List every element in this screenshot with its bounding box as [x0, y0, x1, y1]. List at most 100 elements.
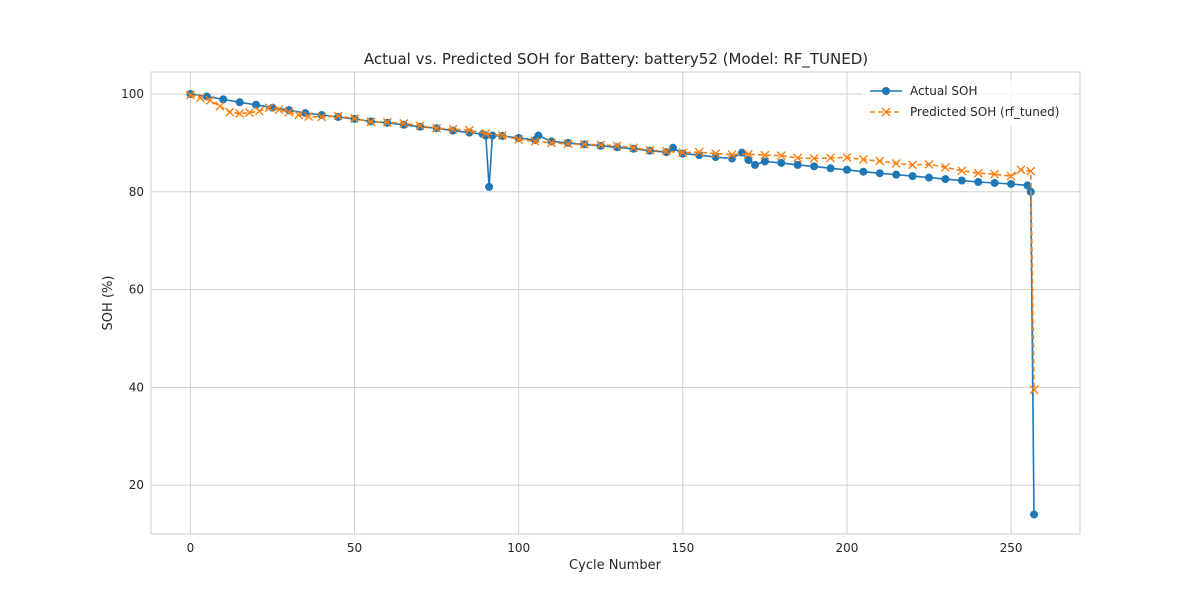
predicted-point: [711, 149, 721, 159]
actual-point: [908, 172, 917, 181]
predicted-point: [629, 143, 639, 153]
legend-actual-label: Actual SOH: [910, 84, 978, 98]
predicted-point: [973, 168, 983, 178]
predicted-point: [563, 139, 573, 149]
actual-point: [695, 151, 704, 160]
x-tick-label: 100: [507, 541, 530, 555]
predicted-point: [284, 107, 294, 117]
actual-point: [760, 157, 769, 166]
predicted-point: [924, 159, 934, 169]
predicted-point: [612, 141, 622, 151]
predicted-point: [661, 146, 671, 156]
x-tick-label: 250: [1000, 541, 1023, 555]
actual-point: [842, 165, 851, 174]
actual-point: [810, 162, 819, 171]
actual-point: [859, 167, 868, 176]
actual-point: [941, 175, 950, 184]
predicted-point: [215, 101, 225, 111]
actual-point: [990, 178, 999, 187]
predicted-point: [481, 129, 491, 139]
y-tick-label: 60: [129, 283, 144, 297]
predicted-point: [382, 117, 392, 127]
predicted-point: [333, 111, 343, 121]
predicted-point: [940, 162, 950, 172]
predicted-point: [350, 113, 360, 123]
predicted-point: [1016, 165, 1026, 175]
predicted-point: [514, 134, 524, 144]
predicted-point: [415, 121, 425, 131]
predicted-point: [842, 153, 852, 163]
predicted-point: [497, 131, 507, 141]
predicted-point: [678, 148, 688, 158]
predicted-point: [294, 110, 304, 120]
predicted-point: [645, 145, 655, 155]
legend-predicted-marker: [881, 107, 891, 117]
actual-point: [613, 143, 622, 152]
predicted-point: [1026, 166, 1036, 176]
predicted-point: [990, 169, 1000, 179]
predicted-point: [432, 123, 442, 133]
predicted-point: [579, 139, 589, 149]
actual-point: [957, 176, 966, 185]
predicted-point: [235, 109, 245, 119]
actual-point: [1023, 181, 1032, 190]
predicted-point: [1006, 171, 1016, 181]
predicted-point: [891, 158, 901, 168]
actual-point: [751, 160, 760, 169]
x-tick-labels: 0 50 100 150 200 250: [187, 541, 1023, 555]
y-tick-labels: 20 40 60 80 100: [121, 87, 144, 492]
actual-point: [777, 158, 786, 167]
actual-point: [219, 95, 228, 104]
x-tick-label: 200: [835, 541, 858, 555]
actual-point: [514, 134, 523, 142]
actual-point: [252, 100, 261, 109]
predicted-point: [546, 138, 556, 148]
actual-point: [875, 169, 884, 178]
y-axis-label: SOH (%): [101, 276, 116, 331]
legend-box: [862, 80, 1074, 126]
predicted-point: [366, 117, 376, 127]
predicted-point: [225, 107, 235, 117]
predicted-point: [254, 106, 264, 116]
actual-point: [826, 164, 835, 173]
actual-point: [547, 137, 556, 146]
actual-point: [449, 126, 458, 135]
actual-point: [1030, 510, 1039, 519]
legend-actual-marker: [882, 87, 890, 95]
predicted-point: [304, 111, 314, 121]
x-axis-label: Cycle Number: [569, 558, 662, 573]
actual-point: [534, 131, 543, 140]
predicted-point: [776, 151, 786, 161]
predicted-point: [264, 103, 274, 113]
predicted-point: [317, 112, 327, 122]
predicted-point: [875, 156, 885, 166]
series-layer: [185, 90, 1039, 519]
x-tick-label: 150: [671, 541, 694, 555]
chart-title: Actual vs. Predicted SOH for Battery: ba…: [364, 50, 868, 69]
actual-point: [793, 160, 802, 169]
predicted-point: [727, 150, 737, 160]
predicted-point: [195, 93, 205, 103]
gridlines: [151, 72, 1080, 534]
predicted-soh-series: [185, 90, 1039, 395]
predicted-point: [244, 108, 254, 118]
actual-point: [974, 178, 983, 186]
predicted-point: [694, 147, 704, 157]
predicted-point: [743, 149, 753, 159]
y-tick-label: 100: [121, 87, 144, 101]
x-tick-label: 50: [347, 541, 362, 555]
predicted-point: [274, 105, 284, 115]
actual-point: [488, 131, 497, 140]
predicted-point: [448, 124, 458, 134]
x-tick-label: 0: [187, 541, 195, 555]
predicted-point: [957, 166, 967, 176]
actual-point: [235, 98, 244, 107]
actual-point: [744, 156, 753, 164]
predicted-point: [185, 90, 195, 100]
actual-point: [399, 120, 408, 129]
predicted-point: [826, 153, 836, 163]
y-tick-label: 80: [129, 185, 144, 199]
legend: Actual SOH Predicted SOH (rf_tuned): [862, 80, 1074, 126]
legend-predicted-label: Predicted SOH (rf_tuned): [910, 105, 1059, 119]
actual-point: [485, 182, 494, 191]
